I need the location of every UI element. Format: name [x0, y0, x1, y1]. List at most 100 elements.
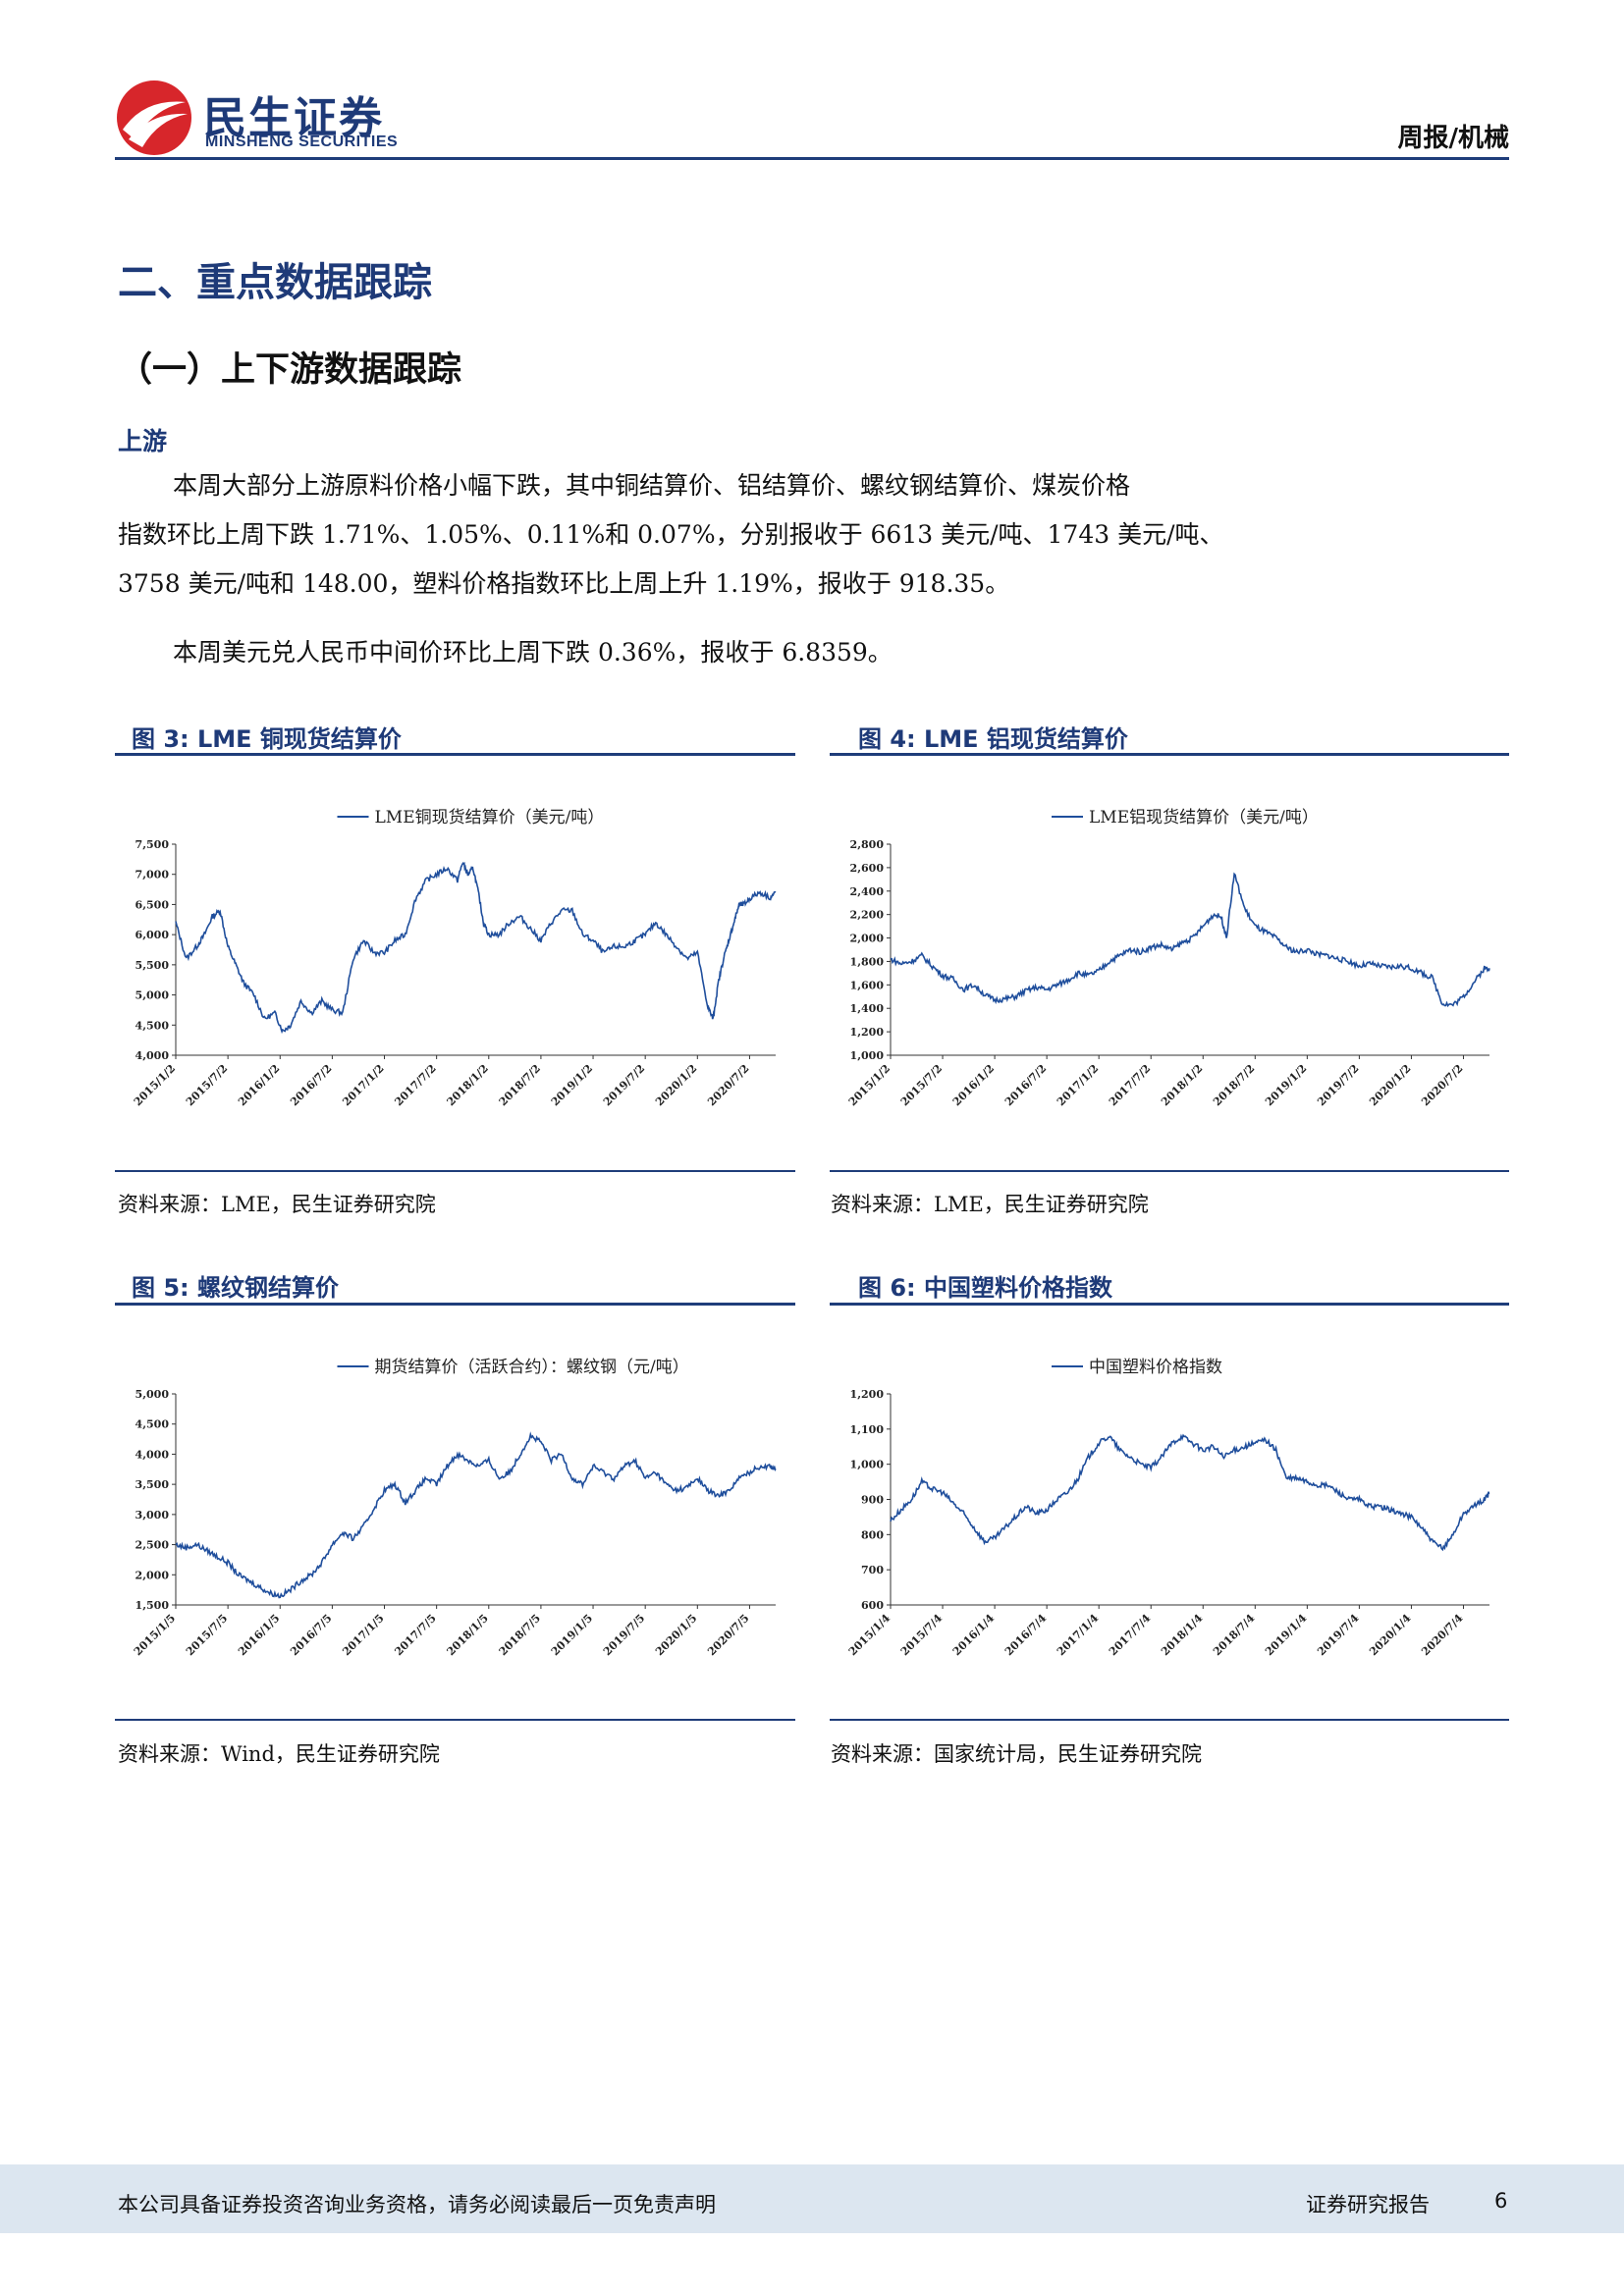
series-line — [890, 1433, 1490, 1552]
x-tick-label: 2019/7/5 — [601, 1612, 647, 1658]
y-tick-label: 600 — [861, 1599, 884, 1612]
x-tick-label: 2017/7/4 — [1107, 1612, 1154, 1659]
y-tick-label: 7,000 — [135, 869, 170, 881]
y-tick-label: 800 — [861, 1528, 884, 1541]
figure-4-bottom-rule — [830, 1170, 1509, 1172]
figure-6-bottom-rule — [830, 1719, 1509, 1721]
y-tick-label: 2,200 — [850, 909, 885, 922]
x-tick-label: 2015/7/4 — [898, 1612, 946, 1659]
figure-6-title: 图 6: 中国塑料价格指数 — [858, 1274, 1113, 1302]
section-title: 二、重点数据跟踪 — [118, 260, 432, 305]
paragraph-2-line: 本周美元兑人民币中间价环比上周下跌 0.36%，报收于 6.8359。 — [173, 638, 893, 667]
y-tick-label: 1,500 — [135, 1599, 170, 1612]
x-tick-label: 2019/1/5 — [549, 1612, 595, 1658]
x-tick-label: 2018/1/4 — [1159, 1612, 1206, 1659]
figure-3-top-rule — [115, 753, 795, 756]
x-tick-label: 2015/1/4 — [846, 1612, 893, 1659]
paragraph-1-line: 本周大部分上游原料价格小幅下跌，其中铜结算价、铝结算价、螺纹钢结算价、煤炭价格 — [173, 471, 1131, 500]
y-tick-label: 2,400 — [850, 885, 885, 898]
figure-5-title: 图 5: 螺纹钢结算价 — [132, 1274, 340, 1302]
y-tick-label: 4,500 — [135, 1019, 170, 1032]
y-tick-label: 1,100 — [850, 1423, 885, 1436]
x-tick-label: 2016/7/2 — [288, 1062, 334, 1108]
legend-label: LME铜现货结算价（美元/吨） — [375, 808, 605, 828]
x-tick-label: 2016/1/2 — [950, 1062, 997, 1108]
footer-disclaimer: 本公司具备证券投资咨询业务资格，请务必阅读最后一页免责声明 — [118, 2193, 716, 2216]
sub-heading-upstream: 上游 — [118, 427, 168, 455]
x-tick-label: 2020/7/4 — [1419, 1612, 1466, 1659]
x-tick-label: 2019/7/4 — [1315, 1612, 1362, 1659]
y-tick-label: 5,000 — [135, 989, 170, 1002]
x-tick-label: 2020/1/2 — [1367, 1062, 1413, 1108]
figure-3-title: 图 3: LME 铜现货结算价 — [132, 725, 402, 753]
y-tick-label: 4,500 — [135, 1418, 170, 1431]
figure-6-top-rule — [830, 1303, 1509, 1306]
y-tick-label: 3,000 — [135, 1509, 170, 1522]
series-line — [175, 1431, 777, 1599]
x-tick-label: 2016/7/4 — [1002, 1612, 1050, 1659]
figure-4-top-rule — [830, 753, 1509, 756]
x-tick-label: 2017/1/2 — [1055, 1062, 1101, 1108]
x-tick-label: 2015/1/2 — [132, 1062, 178, 1108]
x-tick-label: 2016/1/2 — [236, 1062, 282, 1108]
x-tick-label: 2020/7/2 — [705, 1062, 751, 1108]
y-tick-label: 2,600 — [850, 862, 885, 875]
chart-lme-aluminum: LME铝现货结算价（美元/吨） 1,000 1,200 1,400 1,600 1,800… — [846, 808, 1490, 1108]
figure-5-top-rule — [115, 1303, 795, 1306]
y-tick-label: 6,500 — [135, 898, 170, 911]
y-tick-label: 2,000 — [850, 933, 885, 945]
x-tick-label: 2020/7/2 — [1419, 1062, 1465, 1108]
figure-3-source: 资料来源：LME，民生证券研究院 — [118, 1193, 436, 1216]
logo-mark-icon — [117, 80, 191, 155]
y-tick-label: 1,600 — [850, 979, 885, 991]
x-tick-label: 2019/1/2 — [1263, 1062, 1309, 1108]
x-tick-label: 2015/7/2 — [898, 1062, 945, 1108]
y-tick-label: 3,500 — [135, 1478, 170, 1491]
paragraph-1-line: 3758 美元/吨和 148.00，塑料价格指数环比上周上升 1.19%，报收于… — [118, 569, 1010, 598]
header-divider — [115, 157, 1509, 160]
y-tick-label: 1,200 — [850, 1026, 885, 1039]
x-tick-label: 2019/7/2 — [601, 1062, 647, 1108]
x-tick-label: 2016/7/2 — [1002, 1062, 1049, 1108]
y-tick-label: 700 — [861, 1564, 884, 1576]
figure-3-bottom-rule — [115, 1170, 795, 1172]
x-tick-label: 2015/1/2 — [846, 1062, 893, 1108]
figure-4-source: 资料来源：LME，民生证券研究院 — [831, 1193, 1149, 1216]
chart-lme-copper: LME铜现货结算价（美元/吨） 4,000 4,500 5,000 5,500 6,000… — [132, 808, 777, 1108]
x-tick-label: 2018/1/5 — [445, 1612, 491, 1658]
series-line — [175, 862, 777, 1035]
y-tick-label: 7,500 — [135, 838, 170, 851]
x-tick-label: 2018/1/2 — [1159, 1062, 1205, 1108]
y-tick-label: 4,000 — [135, 1049, 170, 1062]
x-tick-label: 2020/1/2 — [653, 1062, 699, 1108]
logo-text-en: MINSHENG SECURITIES — [205, 133, 399, 150]
x-tick-label: 2018/7/2 — [1211, 1062, 1257, 1108]
chart-rebar: 期货结算价（活跃合约）：螺纹钢（元/吨） 1,500 2,000 2,500 3,000… — [132, 1358, 777, 1658]
y-tick-label: 2,500 — [135, 1539, 170, 1552]
x-tick-label: 2015/7/2 — [184, 1062, 230, 1108]
footer-bar — [0, 2164, 1624, 2233]
y-tick-label: 5,500 — [135, 959, 170, 972]
y-tick-label: 5,000 — [135, 1388, 170, 1401]
x-tick-label: 2015/7/5 — [184, 1612, 230, 1658]
x-tick-label: 2017/7/2 — [1107, 1062, 1153, 1108]
x-tick-label: 2018/7/4 — [1211, 1612, 1258, 1659]
x-tick-label: 2019/1/2 — [549, 1062, 595, 1108]
x-tick-label: 2020/7/5 — [705, 1612, 751, 1658]
figure-6-source: 资料来源：国家统计局，民生证券研究院 — [831, 1742, 1202, 1766]
x-tick-label: 2017/7/5 — [392, 1612, 438, 1658]
y-tick-label: 1,400 — [850, 1002, 885, 1015]
x-tick-label: 2018/1/2 — [445, 1062, 491, 1108]
y-tick-label: 6,000 — [135, 929, 170, 941]
x-tick-label: 2017/1/4 — [1055, 1612, 1102, 1659]
x-tick-label: 2019/7/2 — [1315, 1062, 1361, 1108]
figure-4-title: 图 4: LME 铝现货结算价 — [858, 725, 1128, 753]
y-tick-label: 2,000 — [135, 1569, 170, 1581]
figure-5-source: 资料来源：Wind，民生证券研究院 — [118, 1742, 440, 1766]
figure-5-bottom-rule — [115, 1719, 795, 1721]
page-number: 6 — [1494, 2189, 1508, 2213]
x-tick-label: 2018/7/2 — [497, 1062, 543, 1108]
y-tick-label: 1,800 — [850, 955, 885, 968]
y-tick-label: 2,800 — [850, 838, 885, 851]
paragraph-2: 本周美元兑人民币中间价环比上周下跌 0.36%，报收于 6.8359。 — [118, 628, 1237, 677]
